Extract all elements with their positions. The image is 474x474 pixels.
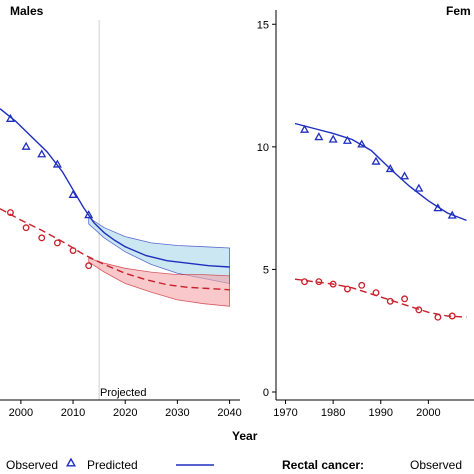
females-colon-observed-point bbox=[357, 139, 367, 148]
females-colon-observed-point bbox=[314, 132, 324, 141]
females-y-tick-label: 0 bbox=[263, 387, 269, 399]
males-x-tick-label: 2040 bbox=[217, 407, 241, 419]
females-title: Fem bbox=[446, 4, 471, 18]
females-colon-observed-point bbox=[447, 210, 457, 219]
females-rectal-observed-point bbox=[343, 285, 351, 293]
males-colon-observed-point bbox=[52, 159, 62, 168]
females-rectal-observed-point bbox=[329, 280, 337, 288]
males-x-tick-label: 2010 bbox=[61, 407, 85, 419]
females-y-tick-label: 5 bbox=[263, 264, 269, 276]
females-panel: Fem 0 5 10 15 1970 1980 1990 2000 bbox=[257, 4, 474, 419]
legend-predicted-label: Predicted bbox=[87, 458, 138, 472]
males-title: Males bbox=[10, 4, 44, 18]
males-x-tick-label: 2000 bbox=[9, 407, 33, 419]
legend-observed-label: Observed bbox=[6, 458, 58, 472]
males-colon-observed-point bbox=[84, 210, 94, 219]
females-colon-observed-point bbox=[433, 203, 443, 212]
females-rectal-predicted-line bbox=[294, 278, 467, 318]
projected-label: Projected bbox=[100, 387, 146, 399]
females-x-tick-label: 1970 bbox=[273, 407, 297, 419]
females-y-tick-label: 15 bbox=[257, 19, 269, 31]
females-y-tick-label: 10 bbox=[257, 142, 269, 154]
females-colon-predicted-line bbox=[294, 122, 467, 222]
females-rectal-observed-point bbox=[415, 306, 423, 314]
males-colon-predicted-line bbox=[0, 108, 230, 268]
males-rectal-observed-point bbox=[69, 247, 77, 254]
females-rectal-observed-point bbox=[301, 278, 309, 286]
males-rectal-observed-point bbox=[53, 239, 61, 247]
legend-rectal-observed-label: Observed bbox=[410, 458, 462, 472]
females-rectal-observed-point bbox=[315, 278, 323, 286]
males-colon-observed-point bbox=[37, 149, 47, 158]
males-colon-observed-point bbox=[21, 141, 31, 150]
females-colon-observed-point bbox=[400, 171, 410, 180]
females-x-tick-label: 2000 bbox=[416, 407, 440, 419]
females-x-tick-label: 1990 bbox=[369, 407, 393, 419]
x-axis-label: Year bbox=[232, 429, 258, 443]
males-rectal-observed-point bbox=[85, 262, 93, 270]
females-colon-observed-point bbox=[342, 135, 352, 144]
females-rectal-observed-point bbox=[358, 281, 366, 289]
males-colon-observed-point bbox=[68, 189, 78, 198]
females-colon-observed-point bbox=[300, 124, 310, 133]
females-colon-observed-point bbox=[328, 134, 338, 143]
females-rectal-observed-point bbox=[372, 289, 380, 297]
legend: Observed Predicted Rectal cancer: Observ… bbox=[6, 457, 462, 472]
males-rectal-observed-point bbox=[22, 224, 30, 232]
males-x-tick-label: 2030 bbox=[165, 407, 189, 419]
legend-rectal-cancer-label: Rectal cancer: bbox=[282, 458, 364, 472]
females-rectal-observed-point bbox=[448, 312, 456, 320]
males-rectal-observed-point bbox=[38, 234, 46, 242]
females-rectal-observed-point bbox=[434, 313, 442, 321]
females-colon-observed-point bbox=[385, 163, 395, 173]
females-rectal-observed-point bbox=[386, 297, 394, 305]
females-x-tick-label: 1980 bbox=[321, 407, 345, 419]
females-colon-observed-point bbox=[371, 156, 381, 165]
males-x-tick-label: 2020 bbox=[113, 407, 137, 419]
males-rectal-observed-point bbox=[6, 209, 14, 216]
males-panel: Males Projected Year 2000 2010 2020 2030 204… bbox=[0, 4, 258, 443]
males-colon-observed-point bbox=[5, 113, 15, 122]
females-rectal-observed-point bbox=[401, 295, 409, 303]
legend-observed-marker bbox=[66, 457, 76, 467]
females-colon-observed-point bbox=[414, 183, 424, 192]
